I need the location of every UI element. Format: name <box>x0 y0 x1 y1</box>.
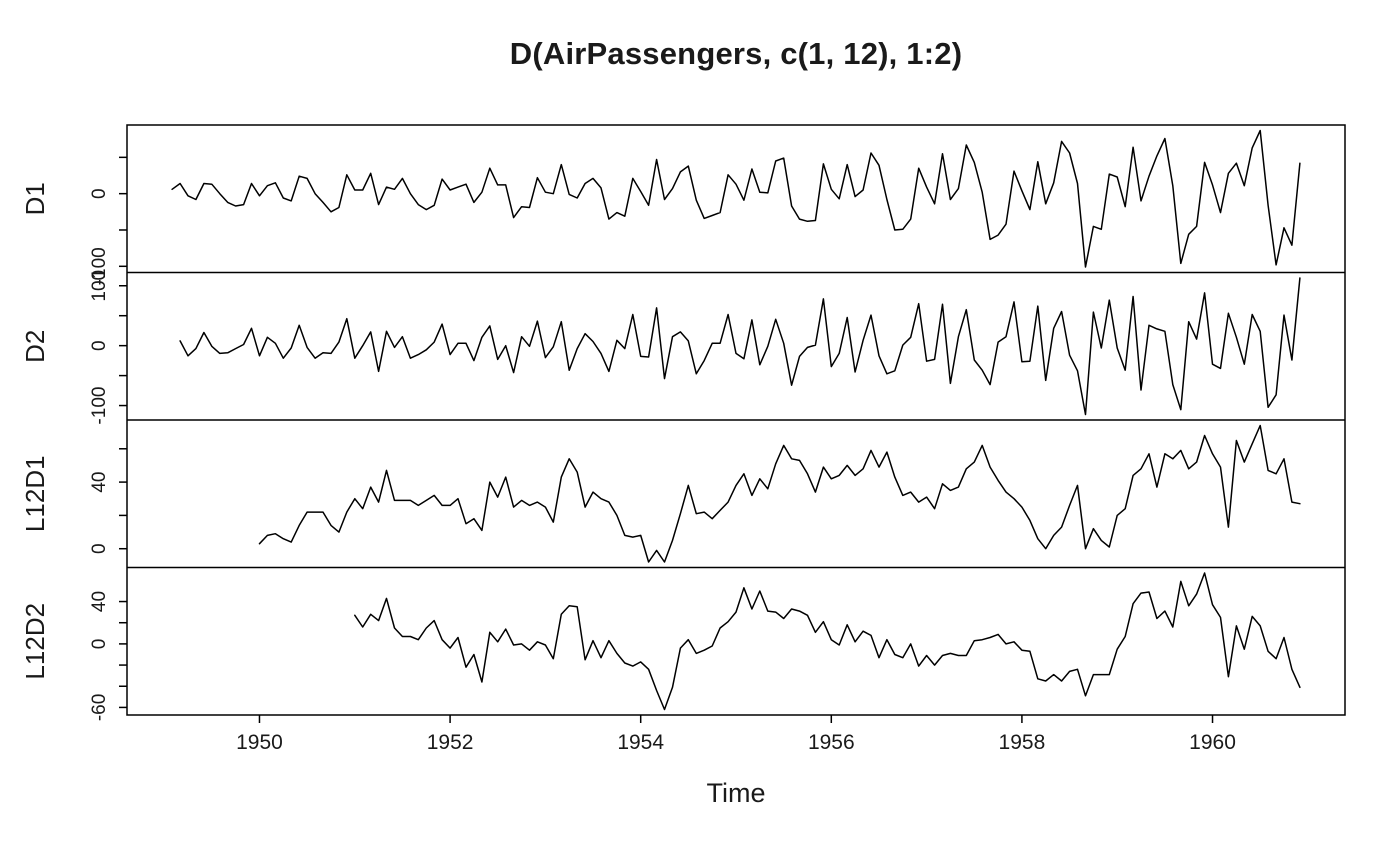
y-tick-label: -60 <box>89 694 110 721</box>
y-tick-label: 0 <box>89 639 110 650</box>
panel-label-L12D1: L12D1 <box>20 455 50 532</box>
y-tick-label: 0 <box>89 543 110 554</box>
x-tick-label: 1960 <box>1189 731 1236 754</box>
panel-label-L12D2: L12D2 <box>20 603 50 680</box>
y-tick-label: -100 <box>89 387 110 425</box>
x-tick-label: 1954 <box>617 731 664 754</box>
x-tick-label: 1950 <box>236 731 283 754</box>
plot-border <box>126 124 1346 716</box>
x-tick-label: 1956 <box>808 731 855 754</box>
series-line-D1 <box>171 129 1301 268</box>
y-tick-label: 40 <box>89 472 110 493</box>
y-tick-label: 0 <box>89 340 110 351</box>
series-line-L12D1 <box>258 424 1301 563</box>
series-line-L12D2 <box>354 572 1301 711</box>
x-tick-label: 1952 <box>427 731 474 754</box>
panel-label-D1: D1 <box>20 182 50 215</box>
chart-title: D(AirPassengers, c(1, 12), 1:2) <box>509 36 963 71</box>
panel-label-D2: D2 <box>20 330 50 363</box>
y-tick-label: 0 <box>89 188 110 199</box>
x-tick-label: 1958 <box>999 731 1046 754</box>
y-tick-label: 100 <box>89 270 110 302</box>
x-axis-title: Time <box>706 778 766 808</box>
y-tick-label: -100 <box>89 247 110 285</box>
series-line-D2 <box>179 277 1301 416</box>
y-tick-label: 40 <box>89 591 110 612</box>
